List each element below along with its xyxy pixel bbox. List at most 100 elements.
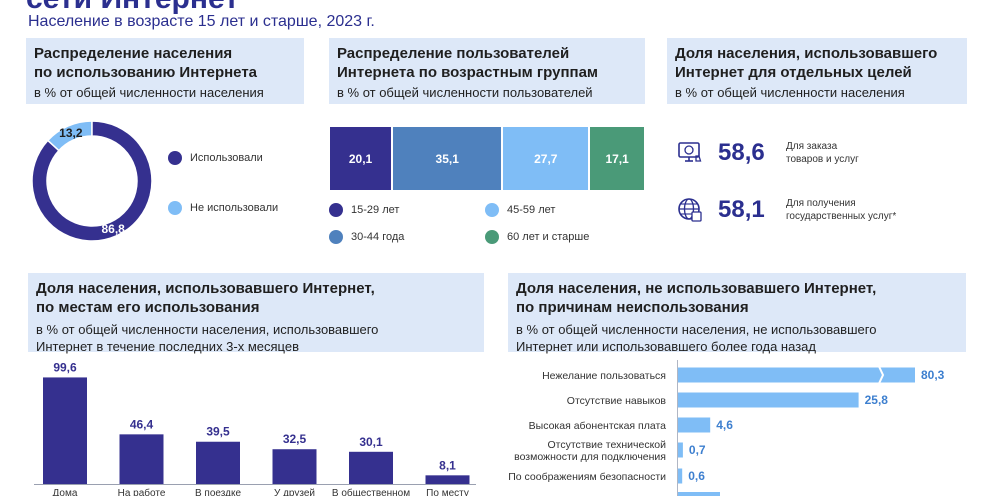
age-seg-45-59-label: 27,7	[534, 151, 558, 166]
reasons-bar-clipped	[678, 492, 720, 496]
page-title: сети Интернет	[26, 0, 239, 16]
reasons-category-label: возможности для подключения	[514, 451, 666, 463]
axis-break-mark	[878, 366, 885, 384]
places-category-label: У друзей	[274, 488, 315, 496]
stat-gov-services: 58,1 Для получения государственных услуг…	[676, 196, 896, 224]
legend-label-not-used: Не использовали	[190, 202, 279, 214]
reasons-title-line1: Доля населения, не использовавшего Интер…	[516, 280, 877, 297]
places-category-label: В поездке	[195, 488, 241, 496]
age-subtitle: в % от общей численности пользователей	[337, 85, 593, 100]
reasons-category-label: Отсутствие навыков	[567, 395, 667, 407]
places-bar-chart: 99,6 Дома 46,4 На работе 39,5 В поездке 32,5 У …	[34, 360, 476, 496]
reasons-bar	[678, 442, 683, 458]
usage-legend-not-used: Не использовали	[168, 201, 278, 215]
reasons-bar-chart: 80,3 Нежелание пользоваться 25,8 Отсутствие…	[508, 360, 945, 496]
gov-services-icon	[678, 198, 702, 222]
reasons-bar	[678, 468, 683, 484]
legend-swatch-45-59	[485, 203, 499, 217]
places-subtitle-line1: в % от общей численности населения, испо…	[36, 322, 379, 337]
age-seg-60-plus: 17,1	[590, 127, 644, 190]
usage-panel-header: Распределение населения по использованию…	[26, 38, 304, 104]
usage-legend-used: Использовали	[168, 151, 263, 165]
age-stacked-bar: 20,1 35,1 27,7 17,1	[330, 127, 644, 190]
stat-gov-services-label: Для получения государственных услуг*	[786, 198, 897, 222]
purposes-subtitle: в % от общей численности населения	[675, 85, 905, 100]
places-bar	[43, 377, 87, 484]
age-seg-15-29-label: 20,1	[348, 151, 373, 166]
places-panel-header: Доля населения, использовавшего Интернет…	[28, 273, 484, 354]
places-category-label: По месту	[426, 488, 469, 496]
usage-title-line2: по использованию Интернета	[34, 64, 258, 81]
reasons-value-label: 25,8	[865, 393, 889, 407]
donut-label-used: 86,8	[101, 222, 125, 236]
reasons-value-label: 80,3	[921, 368, 945, 382]
purposes-title-line2: Интернет для отдельных целей	[675, 64, 912, 81]
stat-shopping-label: Для заказа товаров и услуг	[786, 141, 859, 165]
legend-swatch-not-used	[168, 201, 182, 215]
places-bar	[196, 441, 240, 484]
donut-label-not-used: 13,2	[59, 126, 83, 140]
stat-shopping: 58,6 Для заказа товаров и услуг	[676, 139, 859, 167]
legend-swatch-used	[168, 151, 182, 165]
reasons-category-label: Нежелание пользоваться	[542, 370, 666, 382]
places-value-label: 30,1	[359, 435, 383, 449]
places-title-line2: по местам его использования	[36, 299, 260, 316]
page-subtitle: Население в возрасте 15 лет и старше, 20…	[28, 13, 375, 30]
reasons-value-label: 0,6	[688, 469, 705, 483]
age-title-line1: Распределение пользователей	[337, 45, 570, 62]
purposes-panel-header: Доля населения, использовавшего Интернет…	[667, 38, 967, 104]
places-value-label: 8,1	[439, 458, 456, 472]
places-value-label: 99,6	[53, 360, 77, 374]
usage-donut-chart: 13,2 86,8	[31, 120, 153, 242]
reasons-bar	[678, 367, 915, 383]
places-subtitle-line2: Интернет в течение последних 3-х месяцев	[36, 339, 299, 354]
reasons-title-line2: по причинам неиспользования	[516, 299, 749, 316]
purposes-title-line1: Доля населения, использовавшего	[675, 45, 938, 62]
reasons-category-label: Высокая абонентская плата	[529, 420, 666, 432]
places-category-label: Дома	[53, 488, 78, 496]
places-bar	[425, 475, 470, 484]
legend-swatch-60-plus	[485, 230, 499, 244]
age-legend-15-29: 15-29 лет	[329, 203, 399, 217]
reasons-value-label: 4,6	[716, 418, 733, 432]
reasons-bar	[678, 417, 711, 433]
places-value-label: 46,4	[130, 417, 154, 431]
places-value-label: 39,5	[206, 425, 230, 439]
reasons-subtitle-line1: в % от общей численности населения, не и…	[516, 322, 877, 337]
age-panel-header: Распределение пользователей Интернета по…	[329, 38, 645, 104]
usage-title-line1: Распределение населения	[34, 45, 233, 62]
stat-gov-services-value: 58,1	[718, 196, 765, 223]
legend-label-60-plus: 60 лет и старше	[507, 231, 590, 243]
age-legend-60-plus: 60 лет и старше	[485, 230, 589, 244]
age-legend-45-59: 45-59 лет	[485, 203, 555, 217]
places-title-line1: Доля населения, использовавшего Интернет…	[36, 280, 375, 297]
places-category-label: В общественном	[332, 487, 410, 496]
age-legend-30-44: 30-44 года	[329, 230, 404, 244]
donut-slice-used	[31, 120, 153, 242]
age-seg-60-plus-label: 17,1	[605, 151, 629, 166]
reasons-bar	[678, 392, 859, 408]
age-seg-45-59: 27,7	[503, 127, 591, 190]
legend-label-30-44: 30-44 года	[351, 231, 405, 243]
age-seg-15-29: 20,1	[330, 127, 394, 190]
legend-swatch-30-44	[329, 230, 343, 244]
legend-label-used: Использовали	[190, 152, 263, 164]
places-value-label: 32,5	[283, 432, 307, 446]
places-bar	[272, 449, 317, 484]
shopping-icon	[678, 142, 702, 162]
reasons-panel-header: Доля населения, не использовавшего Интер…	[508, 273, 966, 354]
legend-label-45-59: 45-59 лет	[507, 204, 556, 216]
places-bar	[349, 451, 393, 484]
age-seg-30-44: 35,1	[393, 127, 504, 190]
places-category-label: На работе	[118, 487, 166, 496]
places-bar	[119, 434, 164, 484]
legend-label-15-29: 15-29 лет	[351, 204, 400, 216]
age-title-line2: Интернета по возрастным группам	[337, 64, 599, 81]
reasons-value-label: 0,7	[689, 443, 706, 457]
usage-subtitle: в % от общей численности населения	[34, 85, 264, 100]
legend-swatch-15-29	[329, 203, 343, 217]
reasons-category-label: Отсутствие технической	[548, 439, 667, 451]
stat-shopping-value: 58,6	[718, 139, 765, 166]
reasons-category-label: По соображениям безопасности	[508, 471, 666, 483]
age-seg-30-44-label: 35,1	[435, 151, 459, 166]
